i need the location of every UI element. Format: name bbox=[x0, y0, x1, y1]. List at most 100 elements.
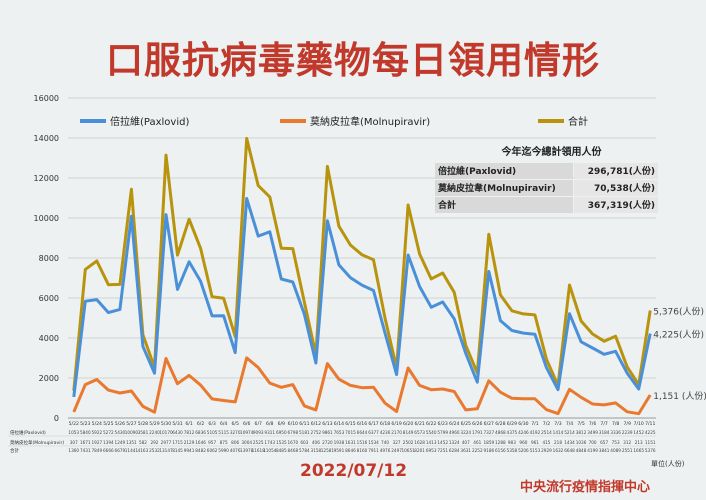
table-cell: 6156 bbox=[495, 448, 506, 453]
unit-label: 單位(人份) bbox=[651, 460, 685, 468]
table-cell: 407 bbox=[462, 440, 470, 445]
table-cell: 13978 bbox=[240, 448, 254, 453]
table-cell: 5540 bbox=[426, 430, 437, 435]
table-cell: 2240 bbox=[149, 430, 160, 435]
table-cell: 7812 bbox=[184, 430, 195, 435]
table-cell: 5181 bbox=[299, 430, 310, 435]
summary-value-cell bbox=[574, 180, 658, 196]
table-cell: 3224 bbox=[460, 430, 471, 435]
x-tick-label: 5/22 bbox=[69, 421, 79, 427]
table-cell: 1938 bbox=[334, 440, 345, 445]
table-cell: 582 bbox=[139, 440, 147, 445]
y-tick-label: 4000 bbox=[39, 334, 59, 343]
table-cell: 9861 bbox=[322, 430, 333, 435]
table-cell: 1631 bbox=[345, 440, 356, 445]
x-tick-label: 7/11 bbox=[645, 421, 655, 427]
table-cell: 11441 bbox=[125, 448, 139, 453]
table-cell: 3270 bbox=[230, 430, 241, 435]
table-cell: 6062 bbox=[207, 448, 218, 453]
table-cell: 4848 bbox=[576, 448, 587, 453]
table-cell: 1414 bbox=[553, 430, 564, 435]
series-line bbox=[72, 197, 652, 398]
x-tick-label: 6/26 bbox=[472, 421, 482, 427]
table-cell: 6666 bbox=[103, 448, 114, 453]
table-cell: 1671 bbox=[80, 440, 91, 445]
table-cell: 10651 bbox=[401, 448, 415, 453]
x-tick-label: 7/8 bbox=[612, 421, 619, 427]
table-cell: 1394 bbox=[103, 440, 114, 445]
x-tick-label: 6/3 bbox=[208, 421, 215, 427]
table-cell: 8201 bbox=[414, 448, 425, 453]
table-cell: 461 bbox=[473, 440, 481, 445]
x-tick-label: 5/29 bbox=[149, 421, 159, 427]
table-cell: 8482 bbox=[195, 448, 206, 453]
table-cell: 1927 bbox=[91, 440, 102, 445]
x-tick-label: 7/9 bbox=[623, 421, 630, 427]
table-cell: 5799 bbox=[437, 430, 448, 435]
x-tick-label: 6/2 bbox=[197, 421, 204, 427]
x-tick-label: 6/7 bbox=[255, 421, 262, 427]
table-cell: 2252 bbox=[472, 448, 483, 453]
table-cell: 753 bbox=[612, 440, 620, 445]
table-cell: 7251 bbox=[437, 448, 448, 453]
table-cell: 9093 bbox=[253, 430, 264, 435]
table-cell: 8145 bbox=[172, 448, 183, 453]
table-cell: 5272 bbox=[103, 430, 114, 435]
report-date: 2022/07/12 bbox=[300, 461, 408, 481]
summary-label-cell bbox=[435, 180, 573, 196]
x-tick-label: 7/6 bbox=[589, 421, 596, 427]
y-tick-label: 2000 bbox=[39, 374, 59, 383]
y-tick-label: 14000 bbox=[34, 134, 59, 143]
x-tick-label: 6/25 bbox=[461, 421, 471, 427]
summary-header: 今年迄今總計領用人份 bbox=[501, 145, 603, 158]
summary-label-cell bbox=[435, 163, 573, 179]
legend-label: 倍拉維(Paxlovid) bbox=[110, 115, 189, 128]
table-cell: 1632 bbox=[553, 448, 564, 453]
summary-row-value: 296,781(人份) bbox=[588, 165, 655, 177]
x-tick-label: 6/22 bbox=[426, 421, 436, 427]
table-cell: 1288 bbox=[495, 440, 506, 445]
table-cell: 700 bbox=[589, 440, 597, 445]
table-cell: 2497 bbox=[391, 448, 402, 453]
table-cell: 6953 bbox=[426, 448, 437, 453]
table-cell: 7849 bbox=[91, 448, 102, 453]
table-row-label: 莫納皮拉韋(Molnupiravir) bbox=[10, 439, 64, 446]
x-tick-label: 5/31 bbox=[172, 421, 182, 427]
table-cell: 1413 bbox=[426, 440, 437, 445]
table-cell: 11054 bbox=[263, 448, 277, 453]
x-tick-label: 6/6 bbox=[243, 421, 250, 427]
x-tick-label: 6/30 bbox=[518, 421, 528, 427]
x-tick-label: 6/23 bbox=[438, 421, 448, 427]
table-cell: 3158 bbox=[311, 448, 322, 453]
x-tick-label: 6/19 bbox=[391, 421, 401, 427]
table-cell: 9941 bbox=[184, 448, 195, 453]
table-cell: 4199 bbox=[587, 448, 598, 453]
x-tick-label: 6/21 bbox=[414, 421, 424, 427]
x-tick-label: 5/27 bbox=[126, 421, 136, 427]
x-tick-label: 6/27 bbox=[484, 421, 494, 427]
table-cell: 2752 bbox=[311, 430, 322, 435]
table-cell: 7911 bbox=[368, 448, 379, 453]
summary-row-label: 倍拉維(Paxlovid) bbox=[438, 165, 516, 177]
end-label: 4,225(人份) bbox=[653, 329, 704, 341]
summary-row-label: 合計 bbox=[438, 199, 456, 211]
table-cell: 213 bbox=[635, 440, 643, 445]
end-label: 5,376(人份) bbox=[653, 305, 704, 317]
table-cell: 3841 bbox=[599, 448, 610, 453]
table-cell: 218 bbox=[554, 440, 562, 445]
table-cell: 806 bbox=[231, 440, 239, 445]
table-cell: 6377 bbox=[368, 430, 379, 435]
table-cell: 406 bbox=[312, 440, 320, 445]
x-tick-label: 6/15 bbox=[345, 421, 355, 427]
series-line bbox=[72, 136, 652, 391]
table-cell: 603 bbox=[300, 440, 308, 445]
series-lines bbox=[72, 136, 652, 416]
x-tick-label: 6/11 bbox=[299, 421, 309, 427]
table-cell: 7431 bbox=[80, 448, 91, 453]
table-cell: 8468 bbox=[287, 448, 298, 453]
x-tick-label: 5/30 bbox=[161, 421, 171, 427]
table-cell: 3184 bbox=[599, 430, 610, 435]
table-cell: 9591 bbox=[334, 448, 345, 453]
table-cell: 9311 bbox=[264, 430, 275, 435]
